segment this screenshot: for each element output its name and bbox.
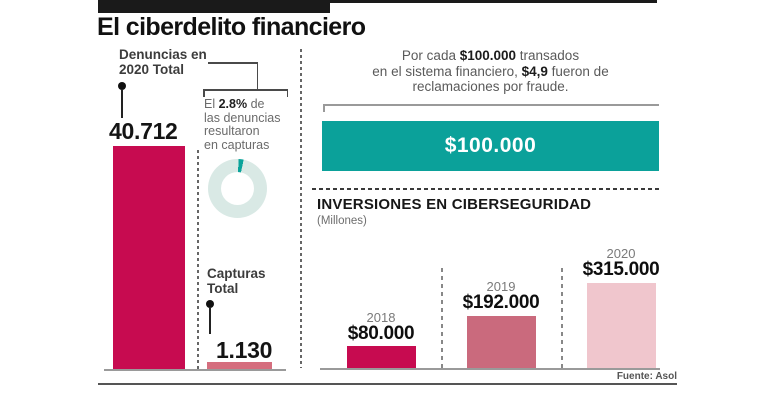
left-chart-baseline <box>104 369 286 371</box>
capture-rate-note: El 2.8% de las denuncias resultaron en c… <box>204 97 281 152</box>
scale-line <box>323 104 659 106</box>
scale-tick <box>323 104 325 112</box>
fraud-intro-text: Por cada $100.000 transados en el sistem… <box>372 48 609 94</box>
capturas-marker-line <box>209 307 211 334</box>
bracket-span-line <box>203 89 288 91</box>
transacted-total-bar: $100.000 <box>322 121 659 171</box>
page-title: El ciberdelito financiero <box>97 13 366 41</box>
inversiones-dashed-divider-2 <box>561 268 563 368</box>
bar-label-2019: 2019 $192.000 <box>462 279 540 313</box>
denuncias-value: 40.712 <box>109 118 178 144</box>
header-rule-thick <box>98 0 330 13</box>
panel-dashed-divider <box>300 49 302 368</box>
bracket-drop-line <box>256 62 258 89</box>
source-credit: Fuente: Asol <box>616 371 677 382</box>
denuncias-marker-dot <box>118 82 126 90</box>
bar-label-2020: 2020 $315.000 <box>582 246 660 280</box>
bar-label-2018: 2018 $80.000 <box>347 310 415 344</box>
capture-rate-donut-chart <box>208 159 267 218</box>
capturas-value: 1.130 <box>216 337 273 363</box>
footer-rule <box>98 383 677 385</box>
denuncias-marker-line <box>121 89 123 118</box>
inversiones-dashed-divider-1 <box>441 268 443 368</box>
header-rule-thin <box>330 0 657 3</box>
bracket-right-tick <box>286 89 288 97</box>
capturas-marker-dot <box>206 300 214 308</box>
inversiones-bar-2018 <box>347 346 416 368</box>
section-dashed-divider <box>312 188 660 190</box>
inversiones-bar-2019 <box>467 316 536 368</box>
bracket-left-tick <box>203 89 205 97</box>
denuncias-label: Denuncias en 2020 Total <box>119 47 207 77</box>
capturas-label: Capturas Total <box>207 266 266 296</box>
denuncias-bar <box>113 146 185 369</box>
inversiones-heading: INVERSIONES EN CIBERSEGURIDAD <box>317 196 592 213</box>
capturas-bar <box>207 362 272 369</box>
left-inner-dashed-divider <box>197 150 199 369</box>
inversiones-subheading: (Millones) <box>317 215 367 227</box>
inversiones-bar-2020 <box>587 283 656 368</box>
transacted-total-label: $100.000 <box>444 134 537 157</box>
inversiones-baseline <box>320 368 660 370</box>
bracket-top-line <box>208 62 258 64</box>
